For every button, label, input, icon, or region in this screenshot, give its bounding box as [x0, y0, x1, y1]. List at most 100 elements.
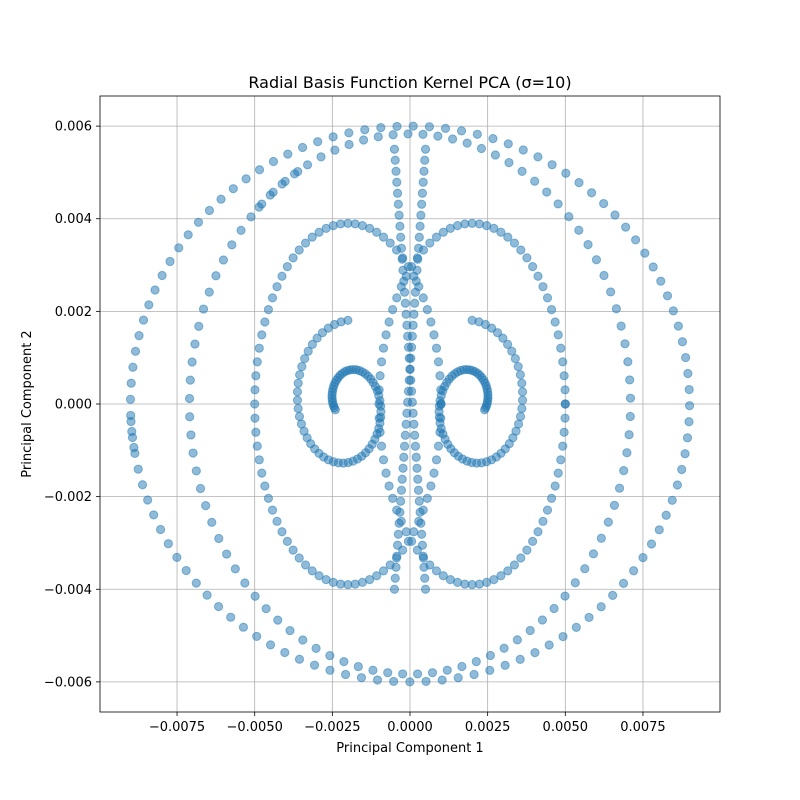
scatter-point [516, 553, 526, 563]
scatter-point [204, 287, 214, 297]
scatter-point [415, 507, 425, 517]
scatter-point [392, 177, 402, 187]
scatter-point [533, 152, 543, 162]
scatter-point [558, 357, 568, 367]
scatter-point [398, 265, 408, 275]
scatter-point [398, 669, 408, 679]
scatter-point [390, 155, 400, 165]
scatter-point [584, 612, 594, 623]
scatter-point [518, 145, 528, 155]
scatter-point [631, 235, 641, 245]
scatter-point [405, 677, 415, 687]
scatter-point [419, 166, 429, 176]
scatter-point [295, 370, 305, 380]
scatter-point [614, 483, 625, 493]
scatter-point [610, 210, 620, 220]
scatter-point [228, 184, 238, 194]
scatter-point [417, 188, 428, 198]
scatter-point [418, 129, 428, 139]
scatter-point [392, 540, 403, 550]
scatter-point [438, 571, 448, 581]
y-tick-label: −0.006 [44, 675, 92, 690]
scatter-point [378, 455, 389, 465]
scatter-point [246, 212, 256, 222]
scatter-point [265, 640, 276, 650]
scatter-point [684, 417, 694, 427]
scatter-point [401, 309, 411, 319]
scatter-point [480, 405, 490, 415]
scatter-point [149, 510, 159, 520]
scatter-point [412, 669, 423, 679]
scatter-point [476, 143, 487, 154]
scatter-point [227, 240, 237, 250]
scatter-point [226, 612, 236, 622]
scatter-point [503, 339, 513, 349]
scatter-point [625, 375, 635, 385]
scatter-point [394, 518, 404, 528]
scatter-point [503, 139, 513, 149]
scatter-point [682, 433, 693, 443]
y-axis-label: Principal Component 2 [20, 330, 35, 477]
scatter-point [293, 378, 303, 388]
scatter-point [126, 416, 136, 427]
scatter-point [618, 578, 629, 588]
scatter-point [293, 403, 303, 414]
scatter-point [426, 481, 436, 491]
scatter-point [316, 152, 326, 162]
scatter-point [528, 536, 538, 546]
scatter-point [542, 505, 553, 515]
chart-title: Radial Basis Function Kernel PCA (σ=10) [248, 73, 571, 92]
scatter-point [418, 177, 428, 187]
scatter-point [330, 145, 340, 155]
scatter-point [462, 138, 472, 148]
scatter-point [431, 455, 442, 465]
scatter-point [394, 210, 404, 220]
scatter-point [503, 566, 513, 576]
scatter-point [538, 516, 548, 526]
scatter-point [257, 468, 267, 478]
scatter-point [603, 517, 613, 527]
scatter-point [358, 135, 369, 145]
scatter-point [574, 178, 584, 188]
scatter-point [288, 545, 298, 555]
scatter-point [307, 232, 317, 242]
scatter-point [251, 427, 261, 437]
x-axis-label: Principal Component 1 [336, 741, 483, 756]
scatter-point [433, 357, 444, 367]
scatter-point [640, 248, 650, 258]
scatter-point [263, 305, 274, 315]
scatter-point [677, 464, 687, 475]
scatter-point [412, 265, 422, 275]
scatter-point [250, 591, 260, 601]
scatter-point [431, 232, 442, 242]
scatter-point [440, 123, 451, 133]
scatter-point [611, 304, 621, 314]
scatter-point [425, 238, 435, 248]
scatter-point [300, 354, 310, 364]
scatter-point [211, 271, 221, 281]
scatter-point [558, 631, 568, 642]
scatter-point [522, 545, 532, 555]
scatter-point [195, 483, 206, 494]
scatter-point [130, 346, 141, 356]
scatter-point [356, 673, 367, 683]
scatter-point [580, 564, 590, 574]
scatter-point [680, 449, 690, 459]
scatter-point [202, 590, 212, 600]
scatter-point [560, 413, 570, 423]
scatter-point [381, 330, 391, 340]
scatter-point [399, 452, 409, 462]
scatter-point [661, 510, 671, 520]
scatter-point [395, 221, 405, 231]
scatter-point [252, 357, 262, 367]
scatter-point [185, 412, 195, 422]
scatter-point [625, 393, 636, 403]
scatter-point [417, 199, 427, 209]
scatter-point [185, 375, 195, 385]
scatter-point [344, 128, 354, 138]
scatter-point [550, 481, 560, 491]
scatter-point [401, 527, 411, 537]
scatter-point [507, 346, 517, 356]
scatter-point [513, 361, 523, 372]
scatter-point [307, 339, 317, 349]
